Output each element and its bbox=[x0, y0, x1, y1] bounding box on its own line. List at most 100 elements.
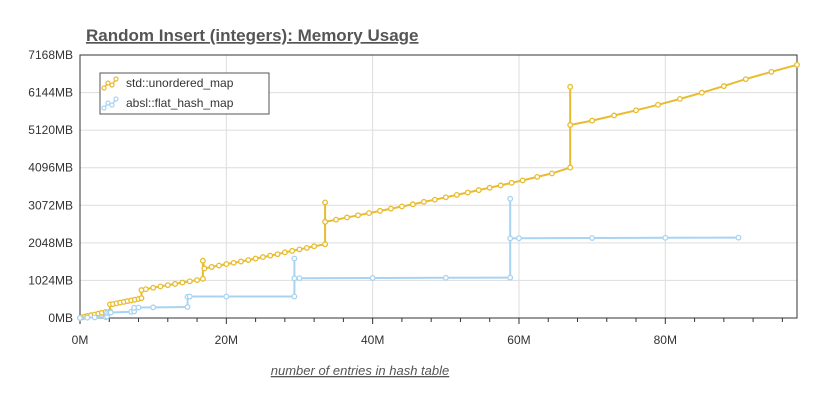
data-point-absl-flat-hash-map bbox=[516, 235, 522, 242]
data-point-std-unordered-map bbox=[208, 264, 215, 270]
legend-swatch-marker bbox=[101, 85, 107, 91]
data-point-absl-flat-hash-map bbox=[107, 309, 114, 316]
series-layer bbox=[77, 61, 800, 321]
data-point-std-unordered-map bbox=[475, 187, 482, 194]
data-point-absl-flat-hash-map bbox=[507, 235, 514, 242]
data-point-std-unordered-map bbox=[698, 89, 705, 96]
data-point-absl-flat-hash-map bbox=[291, 255, 298, 262]
data-point-absl-flat-hash-map bbox=[135, 304, 142, 311]
data-point-std-unordered-map bbox=[142, 286, 149, 293]
data-point-std-unordered-map bbox=[431, 196, 438, 203]
data-point-std-unordered-map bbox=[194, 277, 201, 283]
data-point-std-unordered-map bbox=[333, 216, 340, 223]
data-point-std-unordered-map bbox=[164, 282, 171, 289]
legend-swatch-marker bbox=[105, 100, 111, 106]
data-point-absl-flat-hash-map bbox=[84, 314, 91, 321]
data-point-std-unordered-map bbox=[355, 212, 361, 219]
plot-frame bbox=[79, 54, 798, 319]
data-point-absl-flat-hash-map bbox=[442, 274, 449, 281]
data-point-absl-flat-hash-map bbox=[507, 274, 514, 281]
data-point-std-unordered-map bbox=[794, 61, 800, 68]
data-point-absl-flat-hash-map bbox=[296, 275, 303, 282]
data-point-std-unordered-map bbox=[453, 191, 460, 198]
data-point-std-unordered-map bbox=[548, 170, 555, 177]
data-point-std-unordered-map bbox=[179, 279, 186, 286]
legend-label-absl-flat-hash-map: absl::flat_hash_map bbox=[126, 96, 234, 110]
data-point-std-unordered-map bbox=[157, 283, 164, 290]
data-point-absl-flat-hash-map bbox=[369, 275, 376, 281]
data-point-absl-flat-hash-map bbox=[291, 293, 298, 300]
data-point-std-unordered-map bbox=[534, 173, 541, 180]
data-point-std-unordered-map bbox=[344, 214, 350, 221]
legend: std::unordered_map absl::flat_hash_map bbox=[99, 72, 270, 115]
data-point-std-unordered-map bbox=[186, 278, 193, 285]
x-axis-ticks: 0M 20M 40M 60M 80M bbox=[72, 318, 783, 347]
y-tick-label: 2048MB bbox=[28, 236, 73, 250]
x-axis-label: number of entries in hash table bbox=[271, 363, 450, 378]
data-point-std-unordered-map bbox=[567, 122, 574, 128]
data-point-std-unordered-map bbox=[387, 205, 394, 212]
x-tick-label: 20M bbox=[215, 333, 238, 347]
data-point-absl-flat-hash-map bbox=[91, 314, 98, 321]
y-tick-label: 0MB bbox=[48, 311, 73, 325]
data-point-std-unordered-map bbox=[281, 249, 288, 256]
legend-swatch-absl-flat-hash-map bbox=[101, 96, 119, 111]
data-point-absl-flat-hash-map bbox=[662, 234, 669, 241]
data-point-std-unordered-map bbox=[238, 258, 244, 265]
data-point-std-unordered-map bbox=[655, 101, 661, 108]
data-point-std-unordered-map bbox=[486, 184, 493, 191]
chart-title: Random Insert (integers): Memory Usage bbox=[86, 26, 419, 45]
data-point-std-unordered-map bbox=[589, 117, 596, 124]
data-point-absl-flat-hash-map bbox=[150, 304, 157, 311]
data-point-std-unordered-map bbox=[150, 284, 157, 291]
data-point-std-unordered-map bbox=[366, 210, 372, 217]
data-point-std-unordered-map bbox=[289, 247, 296, 254]
legend-swatch-marker bbox=[105, 80, 111, 86]
data-point-absl-flat-hash-map bbox=[184, 304, 191, 310]
data-point-std-unordered-map bbox=[199, 275, 206, 282]
data-point-std-unordered-map bbox=[633, 107, 639, 114]
y-axis-ticks: 0MB 1024MB 2048MB 3072MB 4096MB 5120MB 6144MB 7… bbox=[28, 48, 73, 325]
legend-label-std-unordered-map: std::unordered_map bbox=[126, 76, 234, 90]
data-point-std-unordered-map bbox=[216, 262, 222, 269]
data-point-std-unordered-map bbox=[742, 76, 749, 83]
data-point-std-unordered-map bbox=[296, 246, 303, 253]
data-point-std-unordered-map bbox=[245, 257, 252, 263]
data-point-std-unordered-map bbox=[409, 201, 416, 208]
y-tick-label: 4096MB bbox=[28, 161, 73, 175]
legend-swatch-std-unordered-map bbox=[101, 76, 119, 91]
data-point-std-unordered-map bbox=[567, 164, 574, 171]
data-point-std-unordered-map bbox=[398, 203, 405, 210]
data-point-std-unordered-map bbox=[199, 257, 206, 264]
data-point-std-unordered-map bbox=[676, 96, 683, 102]
legend-swatch-marker bbox=[101, 105, 107, 111]
data-point-std-unordered-map bbox=[172, 280, 179, 287]
data-point-std-unordered-map bbox=[464, 189, 471, 196]
y-tick-label: 7168MB bbox=[28, 48, 73, 62]
data-point-std-unordered-map bbox=[720, 83, 727, 90]
data-point-std-unordered-map bbox=[497, 182, 504, 189]
data-point-std-unordered-map bbox=[138, 295, 145, 302]
data-point-std-unordered-map bbox=[519, 177, 526, 184]
x-tick-label: 60M bbox=[507, 333, 530, 347]
data-point-std-unordered-map bbox=[768, 68, 775, 75]
data-point-absl-flat-hash-map bbox=[186, 293, 193, 300]
data-point-std-unordered-map bbox=[201, 265, 208, 272]
data-point-absl-flat-hash-map bbox=[77, 314, 83, 321]
x-tick-label: 40M bbox=[361, 333, 384, 347]
legend-swatch-marker bbox=[113, 96, 119, 102]
data-point-std-unordered-map bbox=[267, 252, 274, 259]
data-point-std-unordered-map bbox=[567, 83, 574, 90]
data-point-std-unordered-map bbox=[442, 194, 449, 201]
data-point-std-unordered-map bbox=[377, 207, 383, 214]
y-tick-label: 5120MB bbox=[28, 123, 73, 137]
data-point-std-unordered-map bbox=[311, 243, 318, 250]
y-tick-label: 3072MB bbox=[28, 198, 73, 212]
data-point-std-unordered-map bbox=[420, 198, 427, 205]
data-point-std-unordered-map bbox=[322, 218, 329, 225]
data-point-std-unordered-map bbox=[508, 179, 515, 186]
series-line-absl-flat-hash-map bbox=[79, 197, 739, 319]
data-point-std-unordered-map bbox=[259, 254, 266, 261]
